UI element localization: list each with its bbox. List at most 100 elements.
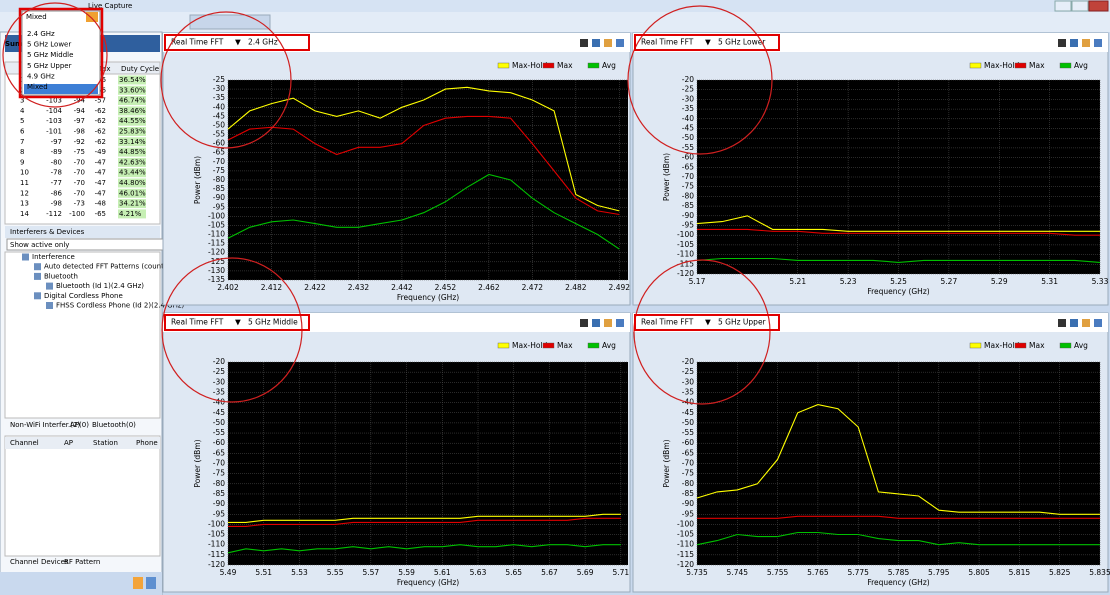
y-tick-label: -65 [682,448,694,457]
table-cell: -89 [51,148,62,156]
toolbar-icon[interactable] [580,319,588,327]
dropdown-arrow[interactable] [86,12,98,22]
y-tick-label: -70 [213,459,225,468]
toolbar-icon[interactable] [1094,39,1102,47]
filter-value[interactable]: Show active only [10,241,69,249]
device-tree [4,251,161,419]
duty-cell [118,96,146,106]
dropdown-option[interactable]: 5 GHz Upper [27,62,72,70]
panel-toolbar [633,33,1108,52]
spectrum-panel: Real Time FFT ▼ 5 GHz Upper Max-Hold Max Avg -… [632,312,1110,593]
x-tick-label: 5.29 [991,277,1008,286]
dropdown-value[interactable]: Mixed [26,13,47,21]
table-cell: 33.14% [119,138,146,146]
close-button[interactable] [1088,0,1109,12]
playback-controls[interactable] [189,14,271,30]
toolbar-icon[interactable] [1070,39,1078,47]
table-cell: -98 [51,200,62,208]
x-tick-label: 5.59 [398,568,415,577]
y-tick-label: -20 [682,357,694,366]
table-cell: -57 [95,97,106,105]
x-tick-label: 5.785 [888,568,910,577]
duty-cell [118,168,146,178]
tab[interactable]: Bluetooth(0) [92,421,136,429]
panel-toolbar [633,313,1108,332]
dropdown-option[interactable]: Mixed [27,83,48,91]
dropdown-option[interactable]: 4.9 GHz [27,72,55,80]
table-cell: 44.85% [119,148,146,156]
y-tick-label: -75 [213,469,225,478]
toolbar-icon[interactable] [616,39,624,47]
y-tick-label: -95 [682,509,694,518]
view-button[interactable] [146,577,156,589]
toolbar-icon[interactable] [1058,319,1066,327]
y-tick-label: -120 [677,269,694,278]
y-tick-label: -60 [682,438,694,447]
fft-mode[interactable]: Real Time FFT [171,38,224,47]
tree-item[interactable]: FHSS Cordless Phone (Id 2)(2.4 GHz) [56,302,185,310]
table-cell: -56 [95,86,107,94]
duty-cell [118,209,146,219]
dropdown-option[interactable]: 5 GHz Middle [27,51,73,59]
fft-mode[interactable]: Real Time FFT [171,318,224,327]
tree-item[interactable]: Bluetooth [44,272,78,280]
table-cell: 46.74% [119,97,146,105]
tree-icon [22,253,29,261]
y-tick-label: -100 [208,211,225,220]
toolbar-icon[interactable] [1082,319,1090,327]
toolbar-icon[interactable] [1094,319,1102,327]
view-button[interactable] [133,577,143,589]
band-dropdown[interactable] [21,10,101,96]
highlight-box [634,314,780,331]
y-tick-label: -65 [213,448,225,457]
content: Live CaptureSummaryMaxDuty Cycle1-5636.5… [5,2,1110,593]
table-cell: -97 [51,138,62,146]
maximize-button[interactable] [1071,0,1089,12]
toolbar-icon[interactable] [604,319,612,327]
y-tick-label: -125 [208,257,225,266]
table-cell: -48 [95,200,106,208]
x-tick-label: 2.462 [478,283,500,292]
y-tick-label: -50 [213,120,225,129]
toolbar-icon[interactable] [616,319,624,327]
window-title: Live Capture [88,2,132,10]
x-tick-label: 5.53 [291,568,308,577]
table-cell: -97 [74,117,85,125]
y-tick-label: -135 [208,275,225,284]
dropdown-option[interactable]: 5 GHz Lower [27,41,71,49]
tree-item[interactable]: Interference [32,253,75,261]
toolbar-icon[interactable] [592,39,600,47]
minimize-button[interactable] [1054,0,1072,12]
x-tick-label: 5.765 [807,568,829,577]
toolbar-icon[interactable] [580,39,588,47]
y-tick-label: -45 [682,124,694,133]
tab[interactable]: RF Pattern [64,558,100,566]
tab[interactable]: AP(0) [70,421,89,429]
toolbar-icon[interactable] [1070,319,1078,327]
table-cell: 12 [20,189,29,197]
trace [228,517,621,527]
fft-mode[interactable]: Real Time FFT [641,318,694,327]
y-tick-label: -70 [682,172,694,181]
y-tick-label: -55 [682,143,694,152]
fft-mode[interactable]: Real Time FFT [641,38,694,47]
tree-item[interactable]: Digital Cordless Phone [44,292,123,300]
duty-cell [118,147,146,157]
y-tick-label: -30 [682,377,694,386]
duty-cell [118,199,146,209]
table-cell: -94 [74,107,86,115]
toolbar-icon[interactable] [1082,39,1090,47]
toolbar-icon[interactable] [1058,39,1066,47]
y-tick-label: -70 [213,157,225,166]
dropdown-option[interactable]: 2.4 GHz [27,30,55,38]
tree-item[interactable]: Auto detected FFT Patterns (count: 5) [44,263,176,271]
tab[interactable]: Non-WiFi Interfer.(2) [10,421,80,429]
tree-item[interactable]: Bluetooth (Id 1)(2.4 GHz) [56,282,144,290]
toolbar-icon[interactable] [604,39,612,47]
highlight-box [18,7,104,99]
tab[interactable]: Channel Devices [10,558,69,566]
y-tick-label: -80 [213,479,225,488]
toolbar-icon[interactable] [592,319,600,327]
table-cell: -103 [46,97,62,105]
